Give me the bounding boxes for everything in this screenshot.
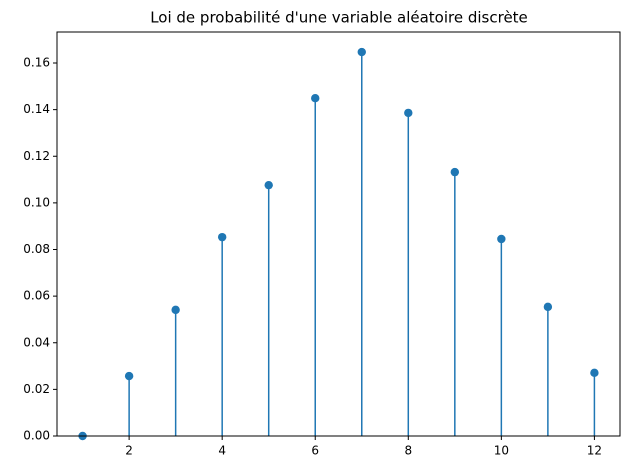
y-tick-label: 0.14 [23, 102, 50, 116]
y-tick-label: 0.16 [23, 56, 50, 70]
x-tick-label: 6 [311, 444, 319, 458]
stem-marker [357, 47, 366, 57]
y-tick-label: 0.00 [23, 429, 50, 443]
stem-marker [404, 108, 413, 118]
stem-marker [311, 94, 320, 103]
stem-marker [590, 368, 599, 378]
plot-frame [56, 31, 621, 437]
y-tick-label: 0.12 [23, 149, 50, 163]
x-tick-label: 4 [218, 444, 226, 458]
x-tick-label: 2 [125, 444, 133, 458]
x-tick-label: 8 [404, 444, 412, 458]
stem-marker [124, 371, 134, 381]
x-tick-label: 10 [494, 444, 509, 458]
stem-marker [217, 232, 227, 242]
y-tick-label: 0.06 [23, 289, 50, 303]
y-tick-label: 0.08 [23, 242, 50, 256]
y-tick-label: 0.04 [23, 335, 50, 349]
x-tick-label: 12 [587, 444, 602, 458]
stem-marker [264, 180, 273, 190]
y-tick-label: 0.02 [23, 382, 50, 396]
y-tick-label: 0.10 [23, 195, 50, 209]
stem-marker [543, 302, 553, 312]
stem-marker [497, 234, 506, 244]
stem-marker [450, 167, 460, 177]
chart-title: Loi de probabilité d'une variable aléato… [150, 9, 528, 27]
stem-marker [171, 305, 180, 315]
